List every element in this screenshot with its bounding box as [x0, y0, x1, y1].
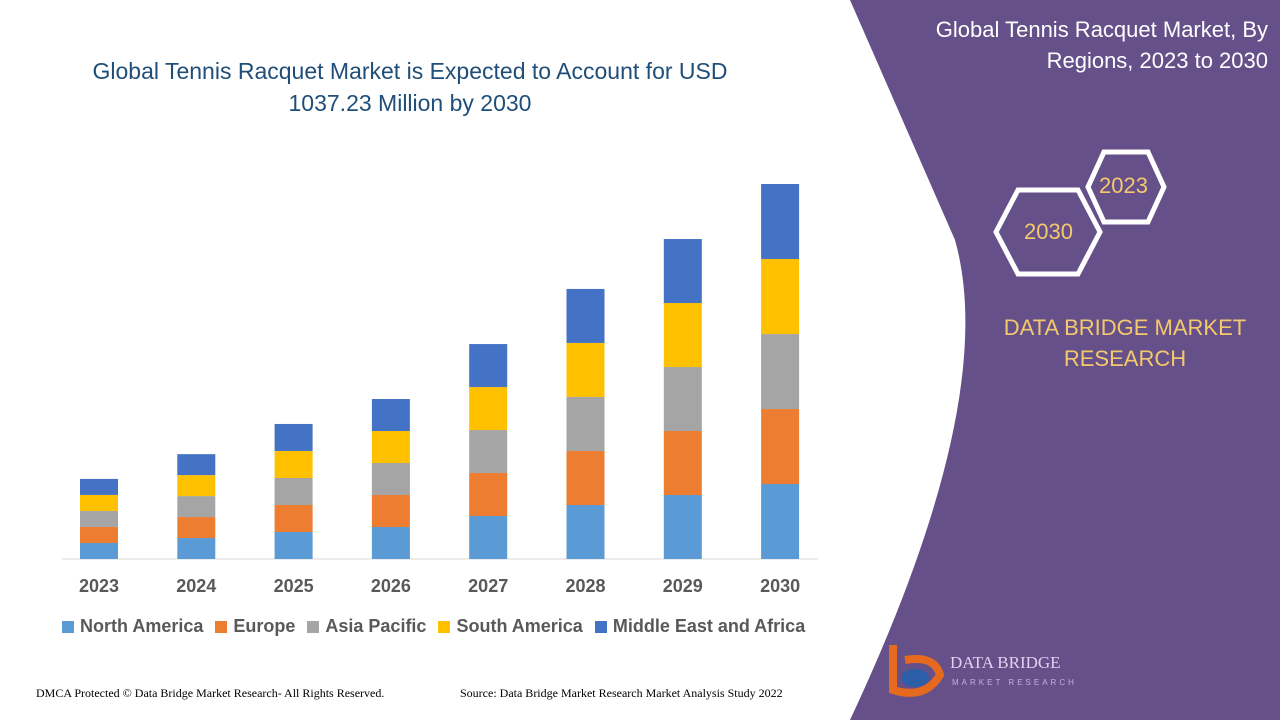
bar-segment-2026-3	[371, 431, 410, 464]
svg-text:DATA BRIDGE: DATA BRIDGE	[950, 653, 1061, 672]
bar-segment-2023-3	[80, 494, 118, 511]
bar-segment-2028-0	[566, 504, 605, 559]
bar-segment-2029-0	[663, 495, 702, 559]
legend-item-mea: Middle East and Africa	[594, 616, 806, 637]
bar-segment-2030-2	[761, 334, 800, 410]
bar-segment-2027-3	[469, 387, 508, 431]
bar-segment-2029-4	[663, 239, 702, 304]
legend-swatch	[594, 620, 607, 633]
svg-text:MARKET RESEARCH: MARKET RESEARCH	[952, 678, 1077, 687]
hexagon-2030	[993, 187, 1103, 277]
legend-item-south-america: South America	[438, 616, 583, 637]
side-panel-title: Global Tennis Racquet Market, By Regions…	[935, 17, 1268, 73]
x-tick-label: 2024	[176, 576, 216, 596]
bar-segment-2023-0	[80, 542, 118, 559]
bar-segment-2026-1	[371, 495, 410, 528]
bar-segment-2030-1	[761, 409, 800, 485]
x-tick-label: 2025	[274, 576, 314, 596]
bar-segment-2024-0	[177, 538, 216, 559]
legend-label: North America	[80, 616, 204, 636]
bar-segment-2030-0	[761, 484, 800, 559]
bar-segment-2023-2	[80, 510, 118, 527]
bar-segment-2027-2	[469, 430, 508, 474]
legend-label: Asia Pacific	[325, 616, 427, 636]
hexagon-2023	[1085, 149, 1167, 225]
legend-swatch	[438, 620, 451, 633]
bar-segment-2027-0	[469, 516, 508, 559]
bar-segment-2026-2	[371, 463, 410, 496]
bar-segment-2024-3	[177, 475, 216, 497]
x-tick-label: 2030	[760, 576, 800, 596]
bar-segment-2025-1	[274, 504, 313, 532]
bar-segment-2024-2	[177, 496, 216, 518]
bar-segment-2023-1	[80, 526, 118, 543]
x-tick-label: 2029	[663, 576, 703, 596]
x-tick-label: 2026	[371, 576, 411, 596]
bar-segment-2026-0	[371, 527, 410, 559]
chart-title: Global Tennis Racquet Market is Expected…	[92, 58, 728, 116]
bar-segment-2027-4	[469, 344, 508, 388]
bar-segment-2030-3	[761, 259, 800, 335]
bar-segment-2025-2	[274, 477, 313, 505]
x-tick-label: 2027	[468, 576, 508, 596]
legend-swatch	[307, 620, 320, 633]
bar-segment-2030-4	[761, 184, 800, 260]
copyright-footer: DMCA Protected © Data Bridge Market Rese…	[36, 686, 385, 700]
bar-segment-2029-3	[663, 303, 702, 368]
bar-segment-2025-0	[274, 531, 313, 559]
brand-text: DATA BRIDGE MARKET RESEARCH	[1003, 315, 1247, 371]
bar-segment-2024-4	[177, 454, 216, 476]
legend-label: Middle East and Africa	[612, 616, 806, 636]
bar-segment-2028-3	[566, 342, 605, 397]
bar-segment-2023-4	[80, 478, 118, 495]
legend-item-north-america: North America	[62, 616, 203, 637]
bar-segment-2027-1	[469, 473, 508, 517]
x-tick-label: 2028	[565, 576, 605, 596]
legend-label: South America	[456, 616, 583, 636]
bar-segment-2025-3	[274, 450, 313, 478]
bar-segment-2029-2	[663, 367, 702, 432]
bar-segment-2025-4	[274, 423, 313, 451]
hex-year-2030: 2030	[1024, 219, 1073, 244]
legend-item-asia-pacific: Asia Pacific	[307, 616, 426, 637]
legend-swatch	[215, 620, 228, 633]
bar-segment-2028-1	[566, 450, 605, 505]
source-footer: Source: Data Bridge Market Research Mark…	[460, 686, 783, 700]
hex-year-2023: 2023	[1099, 173, 1148, 198]
bar-segment-2028-4	[566, 288, 605, 343]
legend-item-europe: Europe	[215, 616, 295, 637]
bar-segment-2028-2	[566, 396, 605, 451]
legend-swatch	[62, 620, 74, 633]
x-tick-label: 2023	[79, 576, 119, 596]
legend: North America Europe Asia Pacific South …	[62, 616, 805, 637]
bar-segment-2024-1	[177, 517, 216, 539]
bar-segment-2026-4	[371, 399, 410, 432]
bar-segment-2029-1	[663, 431, 702, 496]
legend-label: Europe	[233, 616, 296, 636]
stacked-bar-chart: 2023 2024 2025 2026 2027 2028 2029 2030	[62, 184, 818, 596]
data-bridge-logo: DATA BRIDGE MARKET RESEARCH	[889, 645, 1077, 697]
